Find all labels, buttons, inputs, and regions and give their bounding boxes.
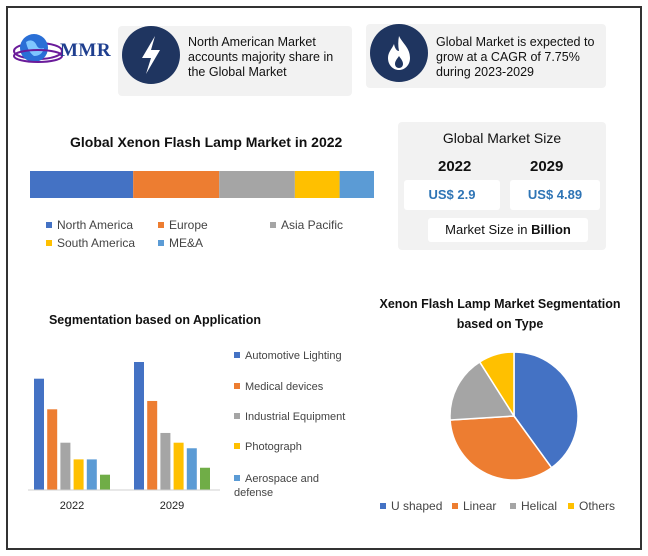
legend-aerospace-defense: Aerospace and defense (234, 473, 319, 499)
north-america-card: North American Market accounts majority … (118, 26, 352, 96)
regional-stacked-bar-chart (30, 171, 374, 198)
legend-u-shaped: U shaped (380, 499, 442, 513)
lightning-icon (122, 26, 180, 84)
market-size-unit: Market Size in Billion (428, 218, 588, 242)
flame-icon (370, 24, 428, 82)
pie-slice-linear (449, 415, 553, 481)
legend-automotive-lighting: Automotive Lighting (234, 350, 342, 362)
application-bar-chart: 2022 2029 (28, 362, 220, 512)
stacked-segment-europe (133, 171, 220, 198)
legend-linear: Linear (452, 499, 496, 513)
value-2029: US$ 4.89 (510, 180, 600, 210)
legend-helical: Helical (510, 499, 557, 513)
bar-2022-aerospace-and-defense (86, 459, 97, 490)
market-size-title: Global Market Size (442, 130, 562, 146)
north-america-text: North American Market accounts majority … (188, 35, 334, 79)
legend-others: Others (568, 499, 615, 513)
market-size-card: Global Market Size 2022 2029 US$ 2.9 US$… (398, 122, 606, 250)
pie-slice-helical (449, 360, 516, 421)
cagr-text: Global Market is expected to grow at a C… (436, 35, 595, 79)
bar-2022-series-6 (100, 474, 110, 490)
bar-2029-medical-devices (147, 400, 158, 490)
globe-icon (13, 34, 63, 63)
bar-2022-automotive-lighting (34, 378, 44, 490)
type-chart-title: Xenon Flash Lamp Market Segmentation bas… (379, 297, 621, 331)
bar-2029-aerospace-and-defense (186, 448, 197, 490)
stacked-segment-me-a (339, 171, 374, 198)
legend-asia-pacific: Asia Pacific (270, 218, 343, 232)
mmr-logo: MMR (12, 24, 112, 78)
year-2029-label: 2029 (530, 158, 564, 175)
bar-2029-series-6 (200, 467, 210, 490)
x-tick-label-2029: 2029 (160, 500, 184, 512)
legend-industrial-equipment: Industrial Equipment (234, 411, 345, 423)
legend-south-america: South America (46, 236, 135, 250)
bar-2029-photograph (173, 442, 184, 490)
bar-2029-automotive-lighting (134, 362, 144, 490)
bar-2022-industrial-equipment (60, 442, 71, 490)
legend-photograph: Photograph (234, 441, 302, 453)
x-tick-label-2022: 2022 (60, 500, 84, 512)
stacked-segment-south-america (294, 171, 340, 198)
value-2022: US$ 2.9 (404, 180, 500, 210)
bar-2029-industrial-equipment (160, 432, 171, 490)
stacked-segment-north-america (30, 171, 134, 198)
pie-slice-u-shaped (513, 351, 579, 469)
legend-mea: ME&A (158, 236, 203, 250)
bar-2022-photograph (73, 459, 84, 490)
legend-europe: Europe (158, 218, 208, 232)
pie-slice-others (478, 351, 515, 419)
cagr-card: Global Market is expected to grow at a C… (366, 24, 606, 88)
stacked-segment-asia-pacific (219, 171, 295, 198)
type-pie-chart (449, 351, 579, 481)
stacked-bar-title: Global Xenon Flash Lamp Market in 2022 (70, 134, 343, 150)
legend-medical-devices: Medical devices (234, 381, 323, 393)
application-chart-title: Segmentation based on Application (48, 313, 262, 327)
bar-2022-medical-devices (47, 409, 58, 490)
year-2022-label: 2022 (438, 158, 472, 175)
logo-text: MMR (60, 40, 112, 61)
legend-north-america: North America (46, 218, 133, 232)
